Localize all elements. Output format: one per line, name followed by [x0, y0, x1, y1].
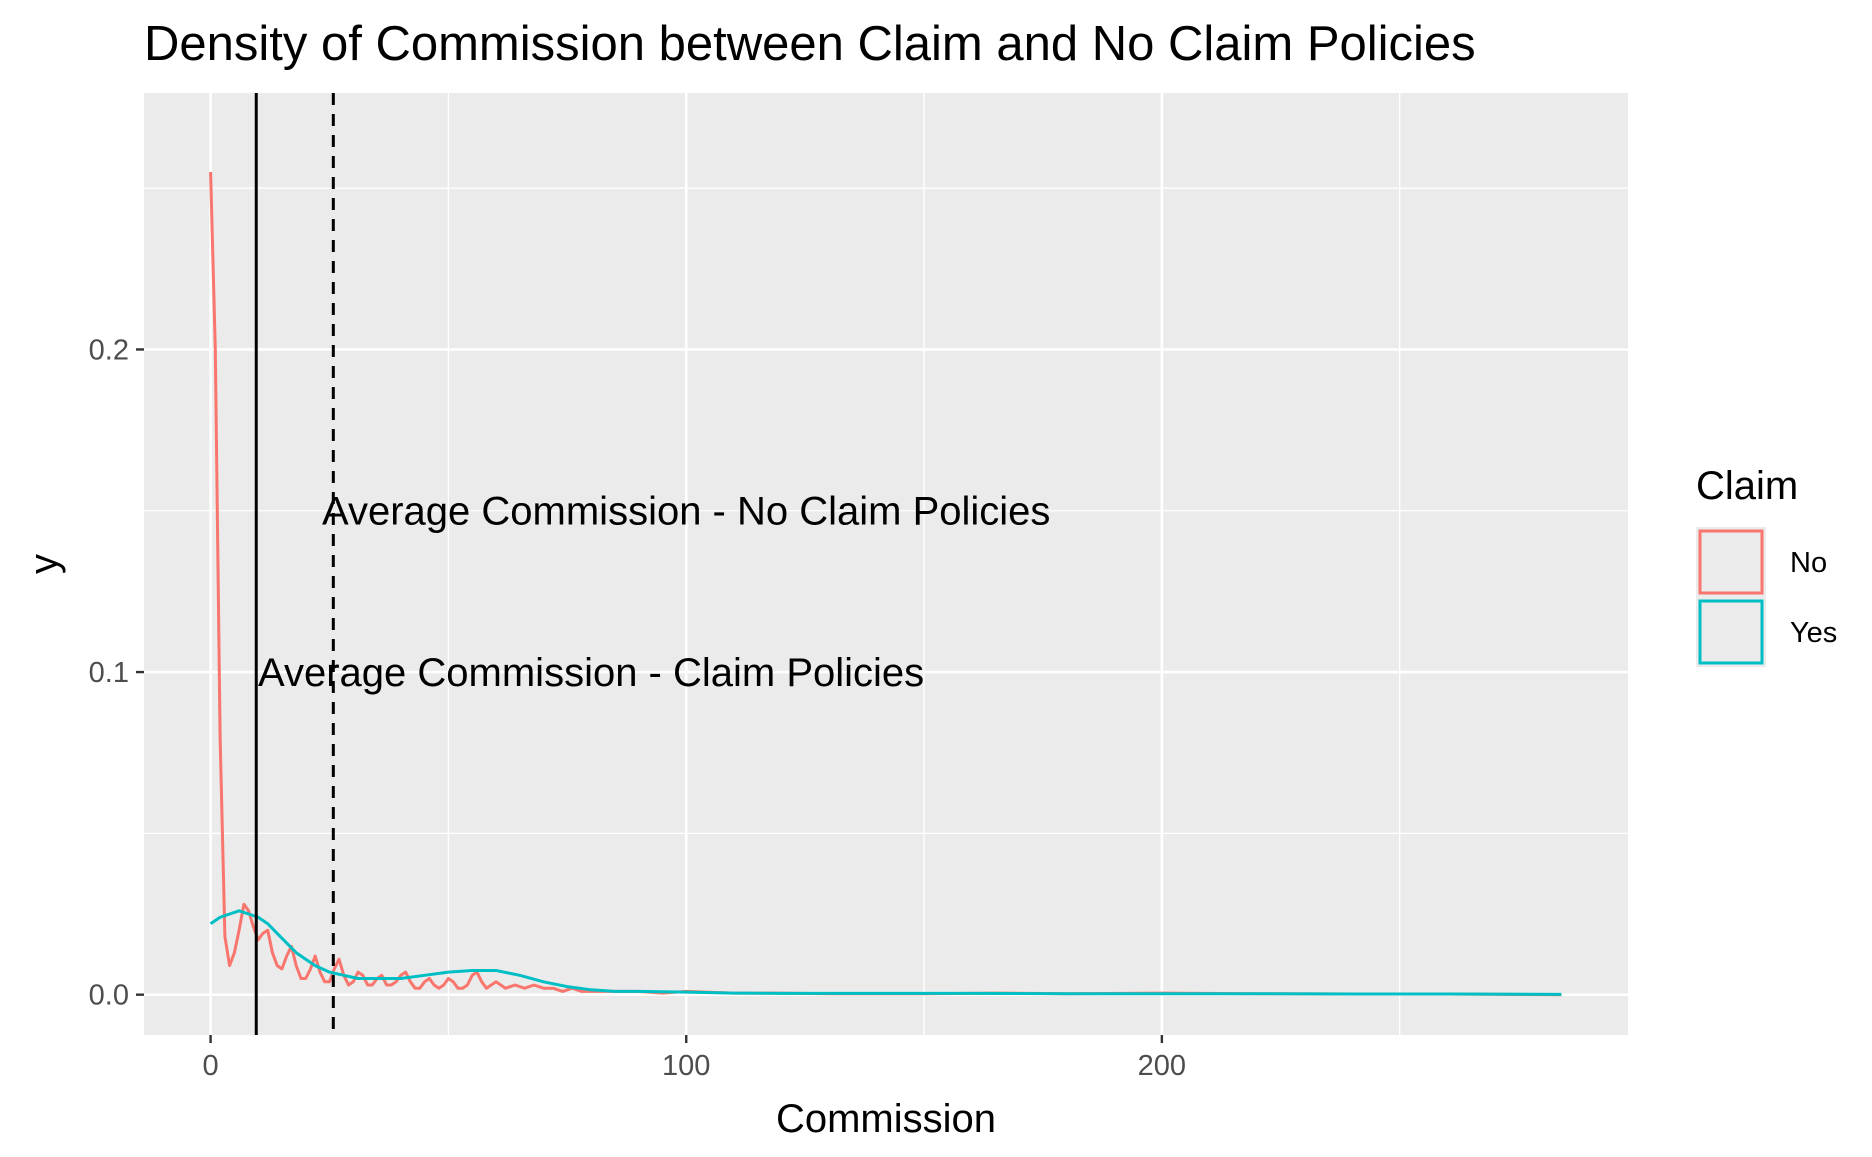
series-line-yes: [209, 909, 1562, 996]
x-axis: 0 100 200: [203, 1035, 1186, 1082]
legend-title: Claim: [1696, 464, 1798, 508]
legend: Claim No Yes: [1696, 464, 1837, 667]
legend-key-no: [1698, 529, 1764, 595]
y-tick-label: 0.2: [89, 334, 129, 366]
x-tick-label: 0: [203, 1050, 219, 1082]
y-tick-label: 0.0: [89, 980, 129, 1012]
x-tick-label: 100: [662, 1050, 710, 1082]
annotation-label: Average Commission - No Claim Policies: [322, 490, 1050, 534]
annotation-label: Average Commission - Claim Policies: [258, 651, 924, 695]
plot-panel: [144, 93, 1628, 1035]
x-tick-label: 200: [1138, 1050, 1186, 1082]
series-layer: [209, 171, 1562, 997]
minor-gridlines: [144, 93, 1628, 1035]
chart-title: Density of Commission between Claim and …: [144, 17, 1476, 71]
legend-label: No: [1790, 547, 1827, 579]
y-axis-title: y: [22, 554, 66, 574]
legend-key-yes: [1698, 599, 1764, 665]
annotations: Average Commission - No Claim Policies Av…: [258, 490, 1050, 695]
legend-label: Yes: [1790, 617, 1837, 649]
legend-key-bg: [1696, 597, 1766, 667]
legend-key-bg: [1696, 527, 1766, 597]
reference-lines: [254, 93, 335, 1035]
x-axis-title: Commission: [776, 1097, 996, 1141]
y-tick-label: 0.1: [89, 657, 129, 689]
y-axis: 0.0 0.1 0.2: [89, 334, 144, 1012]
